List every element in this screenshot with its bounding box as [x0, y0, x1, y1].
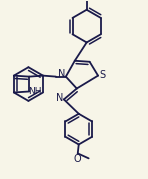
Text: N: N: [56, 93, 63, 103]
Text: NH: NH: [28, 87, 41, 96]
Text: S: S: [99, 70, 106, 80]
Text: N: N: [58, 69, 65, 79]
Text: O: O: [74, 154, 82, 164]
